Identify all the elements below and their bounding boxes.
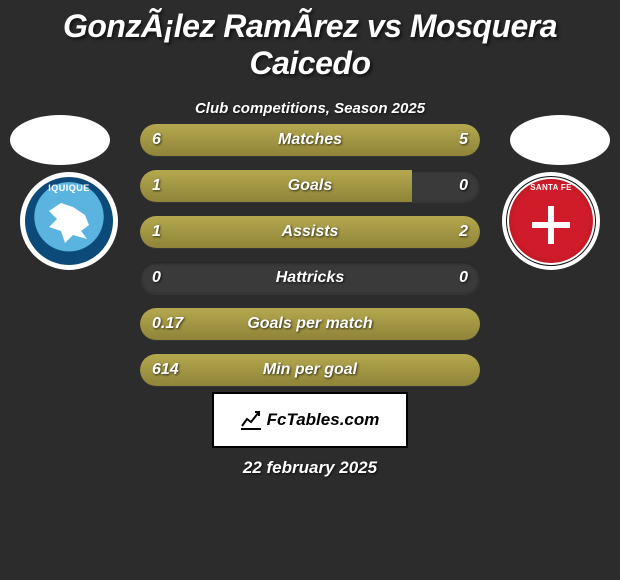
stat-row: 0 0Hattricks [140,262,480,294]
stat-row: 65Matches [140,124,480,156]
bar-fill-left [140,354,480,386]
stat-row: 12Assists [140,216,480,248]
stat-value-left: 0 [152,262,161,294]
club-santafe-icon [507,177,595,265]
bar-fill-left [140,308,480,340]
stat-value-right: 0 [459,262,468,294]
bar-fill-left [140,170,412,202]
stat-label: Hattricks [140,262,480,294]
date-label: 22 february 2025 [0,458,620,478]
page-title: GonzÃ¡lez RamÃ­rez vs Mosquera Caicedo [0,0,620,82]
branding-text: FcTables.com [267,410,380,430]
bar-fill-right [253,216,480,248]
stat-row: 10Goals [140,170,480,202]
club-badge-left [20,172,118,270]
stat-value-right: 0 [459,170,468,202]
chart-icon [241,410,261,430]
dragon-icon [49,203,89,243]
player-right-silhouette [510,115,610,165]
subtitle: Club competitions, Season 2025 [0,100,620,117]
bar-fill-left [140,216,253,248]
player-left-silhouette [10,115,110,165]
bar-fill-left [140,124,325,156]
club-iquique-icon [25,177,113,265]
stat-row: 614Min per goal [140,354,480,386]
branding-box[interactable]: FcTables.com [212,392,408,448]
club-badge-right [502,172,600,270]
stats-bars: 65Matches10Goals12Assists00Hattricks0.17… [140,124,480,400]
bar-fill-right [325,124,480,156]
cross-icon [532,206,570,244]
stat-row: 0.17Goals per match [140,308,480,340]
